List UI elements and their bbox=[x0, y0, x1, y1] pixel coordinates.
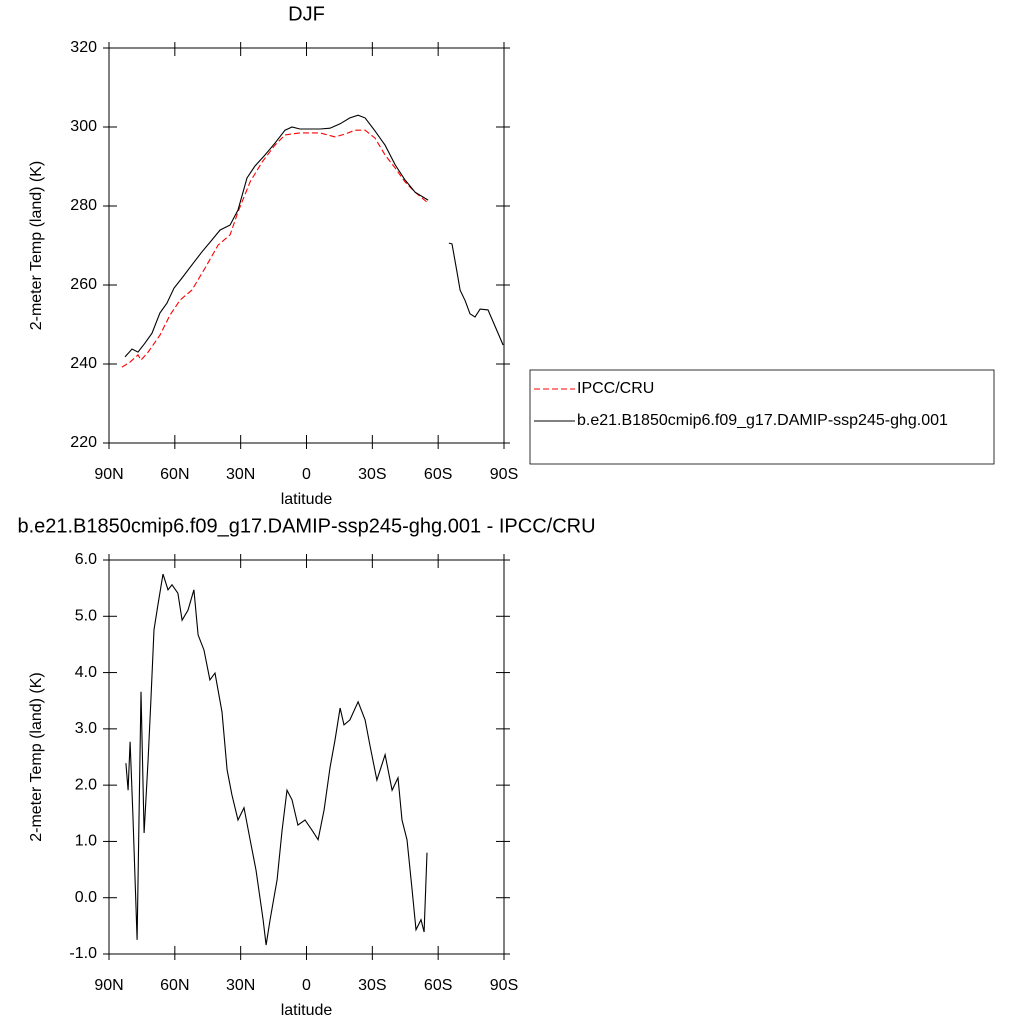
x-axis-label: latitude bbox=[281, 1002, 333, 1019]
x-tick-label: 0 bbox=[302, 977, 311, 994]
x-tick-label: 30S bbox=[358, 977, 386, 994]
y-tick-label: 1.0 bbox=[75, 833, 97, 850]
y-tick-label: -1.0 bbox=[69, 945, 97, 962]
y-tick-label: 2.0 bbox=[75, 776, 97, 793]
x-tick-label: 90N bbox=[94, 466, 123, 483]
x-tick-label: 60N bbox=[160, 466, 189, 483]
y-tick-label: 220 bbox=[70, 434, 97, 451]
x-tick-label: 0 bbox=[302, 466, 311, 483]
y-tick-label: 240 bbox=[70, 355, 97, 372]
plot-frame bbox=[108, 559, 505, 955]
x-tick-label: 30N bbox=[226, 466, 255, 483]
data-line bbox=[121, 129, 428, 368]
x-tick-label: 60S bbox=[424, 466, 452, 483]
x-tick-label: 60S bbox=[424, 977, 452, 994]
y-tick-label: 280 bbox=[70, 197, 97, 214]
x-tick-label: 30N bbox=[226, 977, 255, 994]
plot-frame bbox=[108, 47, 505, 444]
data-line bbox=[125, 573, 428, 946]
x-tick-label: 90N bbox=[94, 977, 123, 994]
y-axis-label: 2-meter Temp (land) (K) bbox=[28, 672, 45, 842]
y-tick-label: 5.0 bbox=[75, 608, 97, 625]
x-tick-label: 90S bbox=[490, 466, 518, 483]
chart-title: b.e21.B1850cmip6.f09_g17.DAMIP-ssp245-gh… bbox=[17, 515, 595, 537]
legend-label: b.e21.B1850cmip6.f09_g17.DAMIP-ssp245-gh… bbox=[577, 412, 948, 429]
x-tick-label: 60N bbox=[160, 977, 189, 994]
data-line bbox=[124, 114, 504, 358]
legend-label: IPCC/CRU bbox=[577, 380, 654, 397]
chart-title: DJF bbox=[288, 3, 325, 25]
y-tick-label: 4.0 bbox=[75, 664, 97, 681]
y-tick-label: 6.0 bbox=[75, 551, 97, 568]
x-axis-label: latitude bbox=[281, 491, 333, 508]
y-tick-label: 300 bbox=[70, 118, 97, 135]
y-tick-label: 260 bbox=[70, 276, 97, 293]
y-axis-label: 2-meter Temp (land) (K) bbox=[28, 161, 45, 331]
x-tick-label: 90S bbox=[490, 977, 518, 994]
legend-box bbox=[529, 369, 995, 465]
x-tick-label: 30S bbox=[358, 466, 386, 483]
y-tick-label: 3.0 bbox=[75, 720, 97, 737]
y-tick-label: 320 bbox=[70, 39, 97, 56]
y-tick-label: 0.0 bbox=[75, 889, 97, 906]
